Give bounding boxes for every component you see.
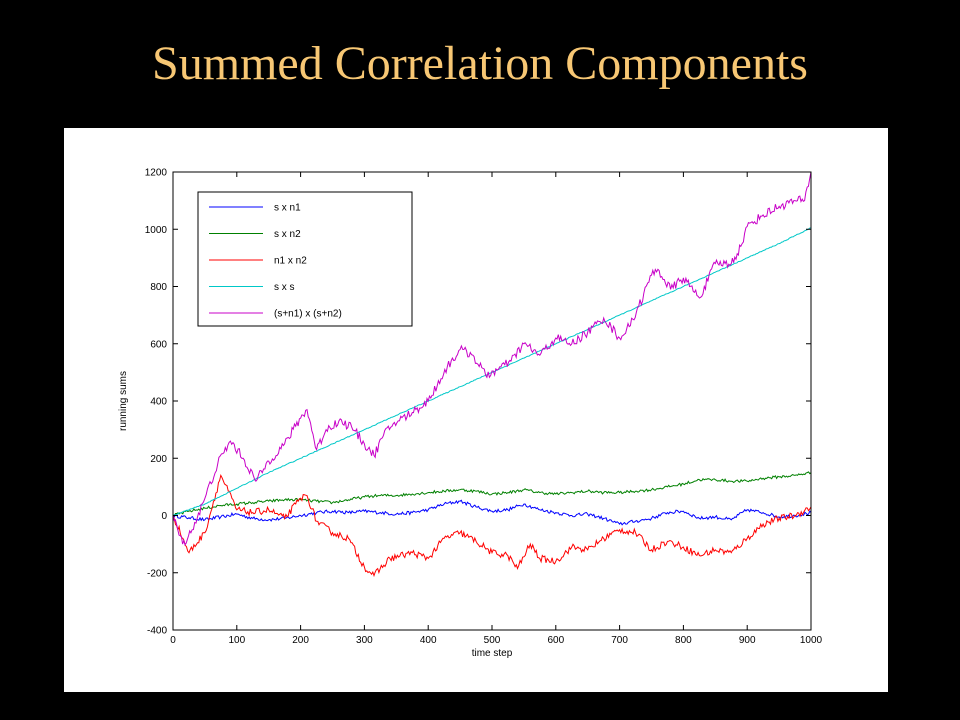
y-tick-label: 400 — [150, 397, 167, 408]
y-tick-label: 0 — [161, 511, 167, 522]
x-tick-label: 700 — [611, 635, 628, 646]
y-tick-label: 1200 — [145, 168, 168, 179]
y-tick-label: 600 — [150, 339, 167, 350]
y-tick-label: 200 — [150, 454, 167, 465]
legend-entry-label: s x n1 — [274, 203, 301, 214]
figure-panel: 0 100 200 300 400 500 600 700 800 900 1000 -400 -200… — [64, 128, 888, 692]
legend-entry-label: s x s — [274, 282, 295, 293]
y-tick-label: -400 — [147, 626, 167, 637]
x-tick-label: 1000 — [800, 635, 823, 646]
series-line-0 — [172, 499, 812, 526]
x-tick-label: 400 — [420, 635, 437, 646]
series-line-4 — [172, 171, 812, 546]
line-chart: 0 100 200 300 400 500 600 700 800 900 1000 -400 -200… — [118, 168, 823, 660]
x-tick-label: 0 — [170, 635, 176, 646]
slide-title: Summed Correlation Components — [152, 37, 808, 90]
x-tick-label: 500 — [484, 635, 501, 646]
x-tick-label: 300 — [356, 635, 373, 646]
x-tick-label: 200 — [292, 635, 309, 646]
legend: s x n1 s x n2 n1 x n2 s x s (s+n1) x (s+n2) — [197, 191, 413, 327]
series-line-1 — [172, 471, 812, 517]
legend-entry-label: s x n2 — [274, 229, 301, 240]
x-tick-label: 900 — [739, 635, 756, 646]
series-line-2 — [172, 473, 812, 578]
y-tick-label: 800 — [150, 282, 167, 293]
y-tick-label: -200 — [147, 568, 167, 579]
y-tick-label: 1000 — [145, 225, 168, 236]
legend-box — [197, 191, 413, 327]
y-axis-label: running sums — [118, 371, 129, 431]
x-tick-label: 800 — [675, 635, 692, 646]
x-tick-label: 600 — [547, 635, 564, 646]
x-tick-label: 100 — [228, 635, 245, 646]
legend-entry-label: (s+n1) x (s+n2) — [274, 309, 342, 320]
legend-entry-label: n1 x n2 — [274, 256, 307, 267]
x-axis-label: time step — [472, 648, 513, 659]
